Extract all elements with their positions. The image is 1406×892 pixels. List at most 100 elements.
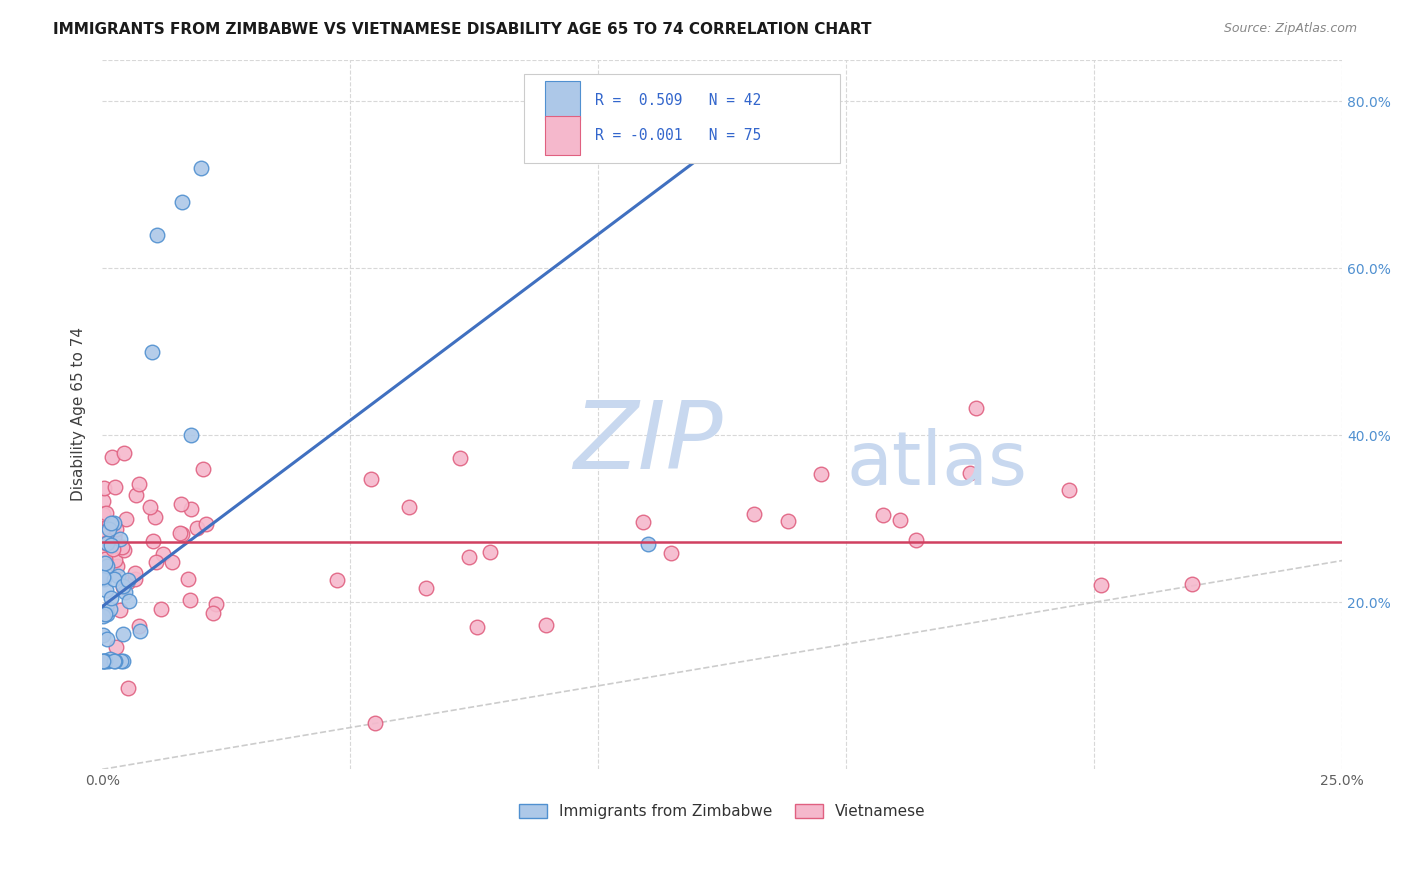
Point xyxy=(776,514,799,528)
Point xyxy=(112,446,135,460)
Point xyxy=(103,572,125,586)
Point xyxy=(105,559,128,574)
Text: IMMIGRANTS FROM ZIMBABWE VS VIETNAMESE DISABILITY AGE 65 TO 74 CORRELATION CHART: IMMIGRANTS FROM ZIMBABWE VS VIETNAMESE D… xyxy=(53,22,872,37)
Point xyxy=(810,467,832,482)
Point xyxy=(190,161,212,176)
Point xyxy=(179,592,201,607)
Point xyxy=(96,583,118,598)
Point xyxy=(101,542,124,557)
Point xyxy=(160,554,183,568)
Point xyxy=(94,654,117,668)
Point xyxy=(180,502,202,516)
Point xyxy=(112,654,135,668)
Point xyxy=(111,579,134,593)
Point xyxy=(96,506,118,520)
Point xyxy=(105,522,128,536)
Point xyxy=(889,513,911,527)
Text: Source: ZipAtlas.com: Source: ZipAtlas.com xyxy=(1223,22,1357,36)
Point xyxy=(104,640,127,654)
Point xyxy=(415,581,437,595)
Point xyxy=(1181,577,1204,591)
Point xyxy=(637,537,659,551)
Point xyxy=(103,516,125,530)
Point xyxy=(124,566,146,581)
Text: atlas: atlas xyxy=(846,427,1028,500)
Point xyxy=(467,619,489,633)
Point xyxy=(94,536,117,550)
Point xyxy=(170,497,193,511)
Point xyxy=(194,517,217,532)
Point xyxy=(91,493,114,508)
FancyBboxPatch shape xyxy=(524,74,839,162)
Point xyxy=(479,545,502,559)
Legend: Immigrants from Zimbabwe, Vietnamese: Immigrants from Zimbabwe, Vietnamese xyxy=(513,798,932,825)
Point xyxy=(117,573,139,587)
Point xyxy=(139,500,162,515)
Point xyxy=(93,607,115,621)
Point xyxy=(94,556,117,570)
Point xyxy=(177,572,200,586)
Point xyxy=(111,580,134,594)
Point xyxy=(325,574,347,588)
Point xyxy=(128,624,150,639)
Point xyxy=(143,510,166,524)
Point xyxy=(128,618,150,632)
Point xyxy=(742,507,765,521)
Point xyxy=(125,488,148,502)
Point xyxy=(124,572,146,586)
Point xyxy=(170,194,193,209)
Point xyxy=(103,528,125,542)
Point xyxy=(103,531,125,545)
Point xyxy=(152,547,174,561)
Point xyxy=(534,618,557,632)
Point xyxy=(1059,483,1081,497)
Point xyxy=(100,602,122,616)
Point xyxy=(103,528,125,542)
Point xyxy=(146,227,169,242)
Point xyxy=(142,534,165,549)
Point xyxy=(904,533,927,547)
Point xyxy=(172,527,194,541)
Point xyxy=(115,512,138,526)
Text: ZIP: ZIP xyxy=(574,397,723,488)
Bar xyxy=(546,80,579,120)
Point xyxy=(104,480,127,494)
Point xyxy=(100,591,122,606)
Point xyxy=(112,543,135,558)
Point xyxy=(91,570,114,584)
Point xyxy=(205,597,228,611)
Point xyxy=(91,628,114,642)
Point xyxy=(117,575,139,590)
Point xyxy=(141,344,163,359)
Point xyxy=(100,516,122,530)
Bar xyxy=(546,116,579,155)
Point xyxy=(98,652,121,666)
Point xyxy=(114,585,136,599)
Point xyxy=(100,530,122,544)
Point xyxy=(117,681,139,695)
Point xyxy=(169,526,191,541)
Point xyxy=(872,508,894,522)
Point xyxy=(180,428,202,442)
Point xyxy=(111,540,134,554)
Point xyxy=(97,522,120,536)
Point xyxy=(659,545,682,559)
Point xyxy=(457,549,479,564)
Point xyxy=(96,536,118,550)
Point xyxy=(96,541,118,556)
Point xyxy=(96,558,118,573)
Point xyxy=(110,654,132,668)
Point xyxy=(97,654,120,668)
Point xyxy=(965,401,987,415)
Point xyxy=(111,627,134,641)
Point xyxy=(104,553,127,567)
Point xyxy=(149,601,172,615)
Text: R =  0.509   N = 42: R = 0.509 N = 42 xyxy=(595,93,761,108)
Point xyxy=(91,608,114,623)
Point xyxy=(201,606,224,620)
Point xyxy=(108,603,131,617)
Point xyxy=(107,568,129,582)
Point xyxy=(100,538,122,552)
Point xyxy=(449,450,471,465)
Point xyxy=(959,466,981,480)
